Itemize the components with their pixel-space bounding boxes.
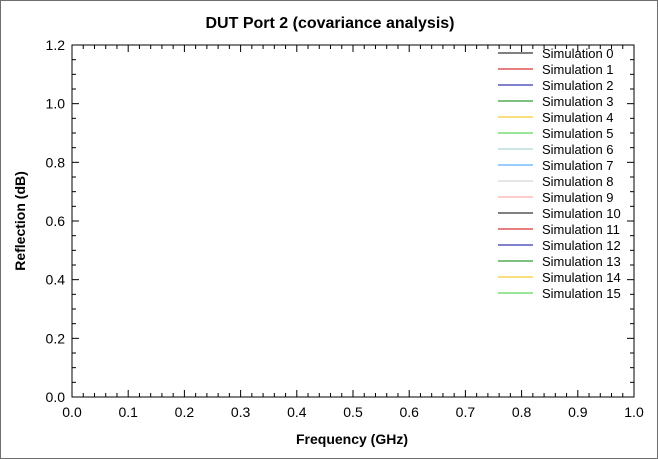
legend-label: Simulation 10 [542,206,621,221]
legend-label: Simulation 7 [542,158,614,173]
x-axis-label: Frequency (GHz) [296,431,408,447]
legend-label: Simulation 1 [542,62,614,77]
y-tick-label: 1.0 [46,96,66,112]
legend-label: Simulation 12 [542,238,621,253]
y-tick-label: 1.2 [46,37,66,53]
x-tick-label: 1.0 [624,404,644,420]
x-tick-label: 0.7 [456,404,476,420]
x-tick-label: 0.4 [287,404,307,420]
legend-label: Simulation 8 [542,174,614,189]
y-tick-label: 0.2 [46,330,66,346]
x-tick-label: 0.3 [231,404,251,420]
axis-tick-labels: 0.0 0.1 0.2 0.3 0.4 0.5 0.6 0.7 0.8 0.9 1.0 0.0 0.2 0… [46,37,644,420]
chart-title: DUT Port 2 (covariance analysis) [206,15,455,32]
legend-label: Simulation 6 [542,142,614,157]
legend-label: Simulation 2 [542,78,614,93]
legend-label: Simulation 3 [542,94,614,109]
x-tick-label: 0.9 [568,404,588,420]
y-axis-label: Reflection (dB) [12,171,28,271]
legend-label: Simulation 4 [542,110,614,125]
legend-label: Simulation 15 [542,286,621,301]
y-tick-label: 0.6 [46,213,66,229]
x-tick-label: 0.2 [175,404,195,420]
legend-label: Simulation 0 [542,46,614,61]
legend-label: Simulation 13 [542,254,621,269]
y-tick-label: 0.4 [46,272,66,288]
x-tick-label: 0.0 [62,404,82,420]
legend-label: Simulation 11 [542,222,620,237]
x-tick-label: 0.8 [512,404,532,420]
x-tick-label: 0.6 [399,404,419,420]
y-tick-label: 0.8 [46,154,66,170]
x-tick-label: 0.1 [118,404,138,420]
legend-label: Simulation 14 [542,270,621,285]
x-tick-label: 0.5 [343,404,363,420]
y-tick-label: 0.0 [46,389,66,405]
legend-label: Simulation 5 [542,126,614,141]
axis-ticks [71,44,635,398]
legend-label: Simulation 9 [542,190,614,205]
